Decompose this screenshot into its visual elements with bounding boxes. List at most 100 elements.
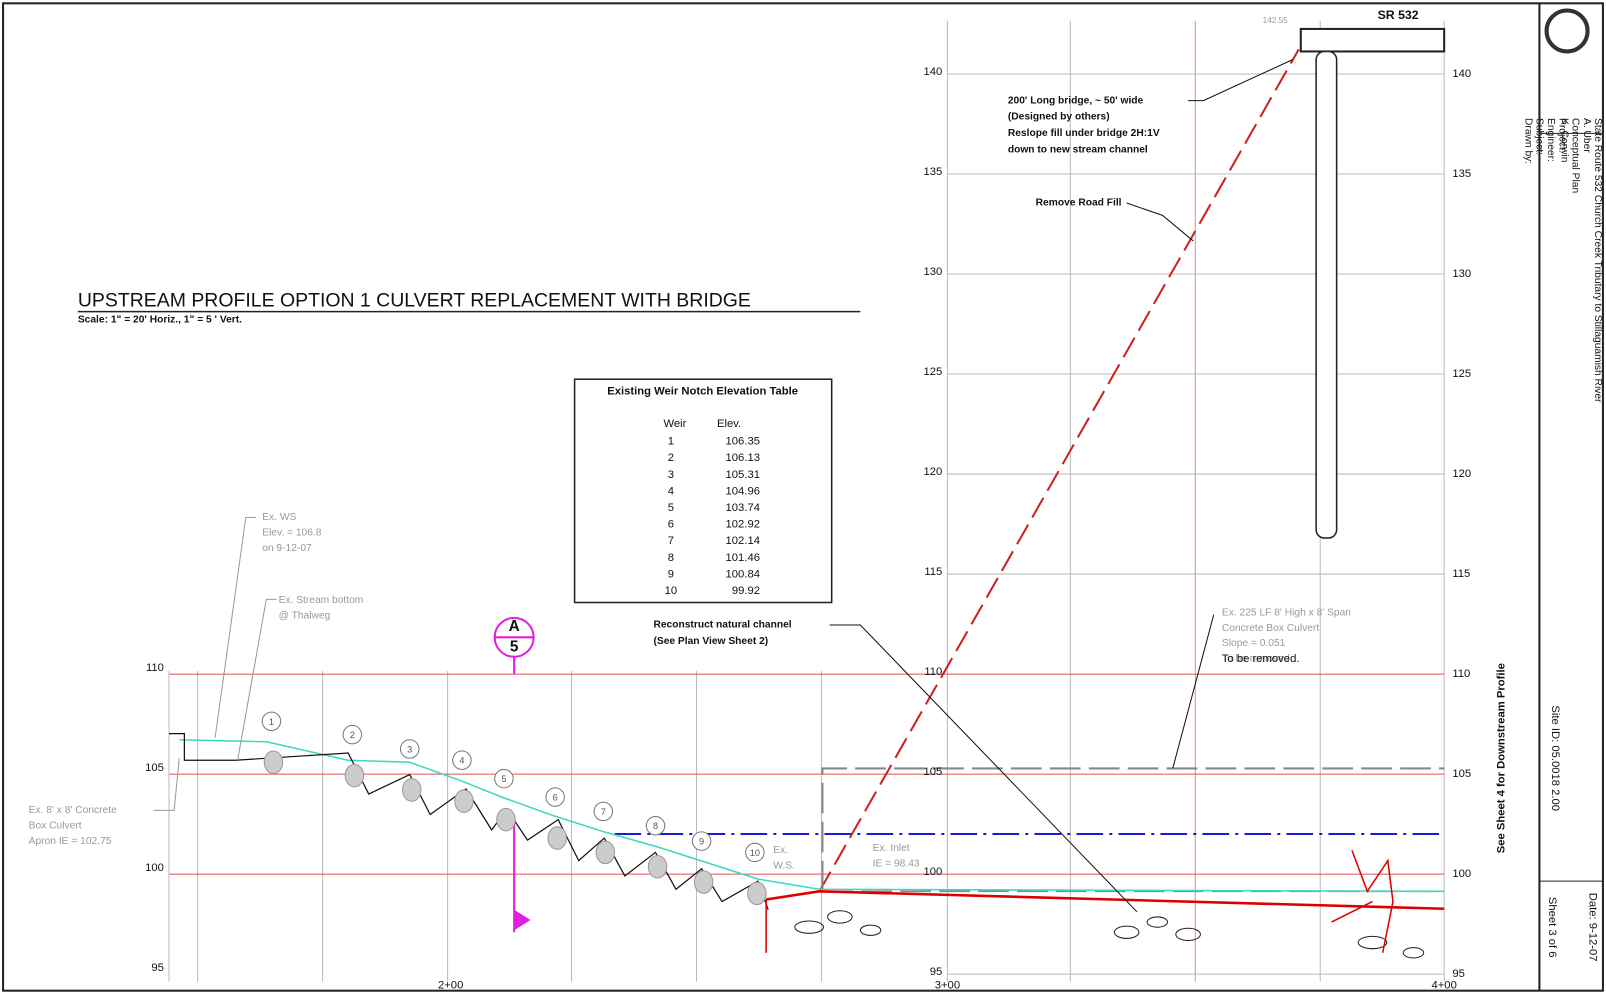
weir-number: 6 xyxy=(553,793,558,803)
annotation: Slope = 0.051 xyxy=(1222,638,1286,649)
project-label: Drawn by: xyxy=(1522,118,1533,164)
weir-number: 10 xyxy=(750,848,760,858)
fill-slope xyxy=(818,48,1300,892)
bridge-pier xyxy=(1315,50,1338,539)
scale-note: Scale: 1" = 20' Horiz., 1" = 5 ' Vert. xyxy=(78,315,242,326)
weir-marker xyxy=(494,768,514,789)
elevation-label: 110 xyxy=(146,662,164,674)
table-cell: 102.92 xyxy=(726,519,760,531)
elevation-label: 130 xyxy=(924,266,943,278)
table-cell: 2 xyxy=(668,452,674,464)
weir-rock xyxy=(496,807,516,832)
weir-marker xyxy=(545,787,565,807)
weir-number: 9 xyxy=(699,837,704,847)
weir-number: 5 xyxy=(501,774,506,784)
weir-table-frame xyxy=(573,378,833,604)
weir-rock xyxy=(402,778,422,802)
annotation: 200' Long bridge, ~ 50' wide xyxy=(1008,95,1144,106)
weir-rock xyxy=(547,826,567,850)
sheet-number: Sheet 3 of 6 xyxy=(1546,897,1558,958)
elevation-label: 115 xyxy=(1452,568,1470,580)
station-label: 4+00 xyxy=(1431,980,1456,992)
leader-lines xyxy=(153,516,277,811)
annotation: Remove Road Fill xyxy=(1036,198,1122,209)
weir-marker xyxy=(399,739,420,759)
annotation: down to new stream channel xyxy=(1008,144,1148,155)
elevation-label: 100 xyxy=(145,862,164,874)
weir-rock xyxy=(595,840,616,865)
elevation-label: 100 xyxy=(1452,868,1471,880)
elevation-label: 100 xyxy=(924,866,943,878)
weir-number: 2 xyxy=(350,730,355,740)
project-value: A. Uber xyxy=(1581,118,1592,153)
elevation-label: 95 xyxy=(930,966,943,978)
table-cell: 105.31 xyxy=(726,469,760,481)
annotation: (See Plan View Sheet 2) xyxy=(653,636,768,647)
table-cell: 102.14 xyxy=(726,535,760,547)
project-value: K. Corwin xyxy=(1558,118,1569,163)
existing-stream-bottom xyxy=(168,732,769,910)
elevation-label: 120 xyxy=(924,466,943,478)
table-cell: 106.13 xyxy=(726,452,760,464)
annotation: IE = 98.43 xyxy=(873,858,920,869)
elevation-label: 110 xyxy=(1452,668,1470,680)
table-cell: 101.46 xyxy=(726,552,760,564)
new-channel xyxy=(765,890,1445,911)
weir-number: 7 xyxy=(601,807,606,817)
table-cell: 7 xyxy=(668,535,674,547)
weir-marker xyxy=(745,842,765,863)
weir-marker xyxy=(593,801,614,822)
elevation-label: 115 xyxy=(924,566,942,578)
annotation: Ex. 225 LF 8' High x 8' Span xyxy=(1222,607,1351,618)
weir-marker xyxy=(452,750,472,770)
project-value: State Route 532 Church Creek Tributary t… xyxy=(1592,118,1603,403)
bridge-deck xyxy=(1299,27,1446,53)
table-cell: 100.84 xyxy=(726,568,760,580)
road-label: SR 532 xyxy=(1378,8,1419,22)
table-cell: 10 xyxy=(665,585,678,597)
elevation-label: 125 xyxy=(1452,368,1471,380)
table-cell: 99.92 xyxy=(732,585,760,597)
annotation: Box Culvert xyxy=(29,820,82,831)
annotation: Reslope fill under bridge 2H:1V xyxy=(1008,128,1160,139)
existing-water-surface xyxy=(179,738,1445,893)
weir-number: 4 xyxy=(459,756,464,766)
annotation: Ex. WS xyxy=(262,512,296,523)
table-cell: 103.74 xyxy=(726,502,760,514)
elevation-label: 105 xyxy=(1452,768,1471,780)
date: Date: 9-12-07 xyxy=(1587,893,1599,962)
elevation-label: 125 xyxy=(924,366,943,378)
see-sheet-note: See Sheet 4 for Downstream Profile xyxy=(1495,663,1507,853)
weir-rock xyxy=(693,870,714,894)
table-cell: 106.35 xyxy=(726,436,760,448)
annotation: Ex. Stream bottom xyxy=(279,595,364,606)
weir-rock xyxy=(647,854,668,879)
elevation-label: 95 xyxy=(151,962,164,974)
table-header: Weir xyxy=(664,418,687,430)
table-cell: 4 xyxy=(668,485,674,497)
annotation: Apron IE = 102.75 xyxy=(29,836,112,847)
agency-logo xyxy=(1544,8,1590,54)
project-label: Project: xyxy=(1556,118,1567,153)
annotation: W.S. xyxy=(773,860,795,871)
elevation-label: 130 xyxy=(1452,268,1471,280)
annotation: To be removed. xyxy=(1222,654,1293,665)
table-cell: 6 xyxy=(668,519,674,531)
streambed-rocks xyxy=(794,910,1425,959)
annotation: Elev. = 106.8 xyxy=(262,528,322,539)
section-sheet: 5 xyxy=(510,639,519,656)
weir-marker xyxy=(261,711,282,732)
table-cell: 104.96 xyxy=(726,485,760,497)
weir-marker xyxy=(691,831,712,851)
elevation-label: 140 xyxy=(924,66,943,78)
woody-debris xyxy=(1331,850,1394,953)
table-cell: 8 xyxy=(668,552,674,564)
table-cell: 1 xyxy=(668,436,674,448)
elevation-label: 135 xyxy=(1452,168,1471,180)
weir-marker xyxy=(342,724,363,745)
weir-rock xyxy=(747,881,767,906)
annotation: Ex. 8' x 8' Concrete xyxy=(29,805,117,816)
elevation-label: 105 xyxy=(924,766,943,778)
